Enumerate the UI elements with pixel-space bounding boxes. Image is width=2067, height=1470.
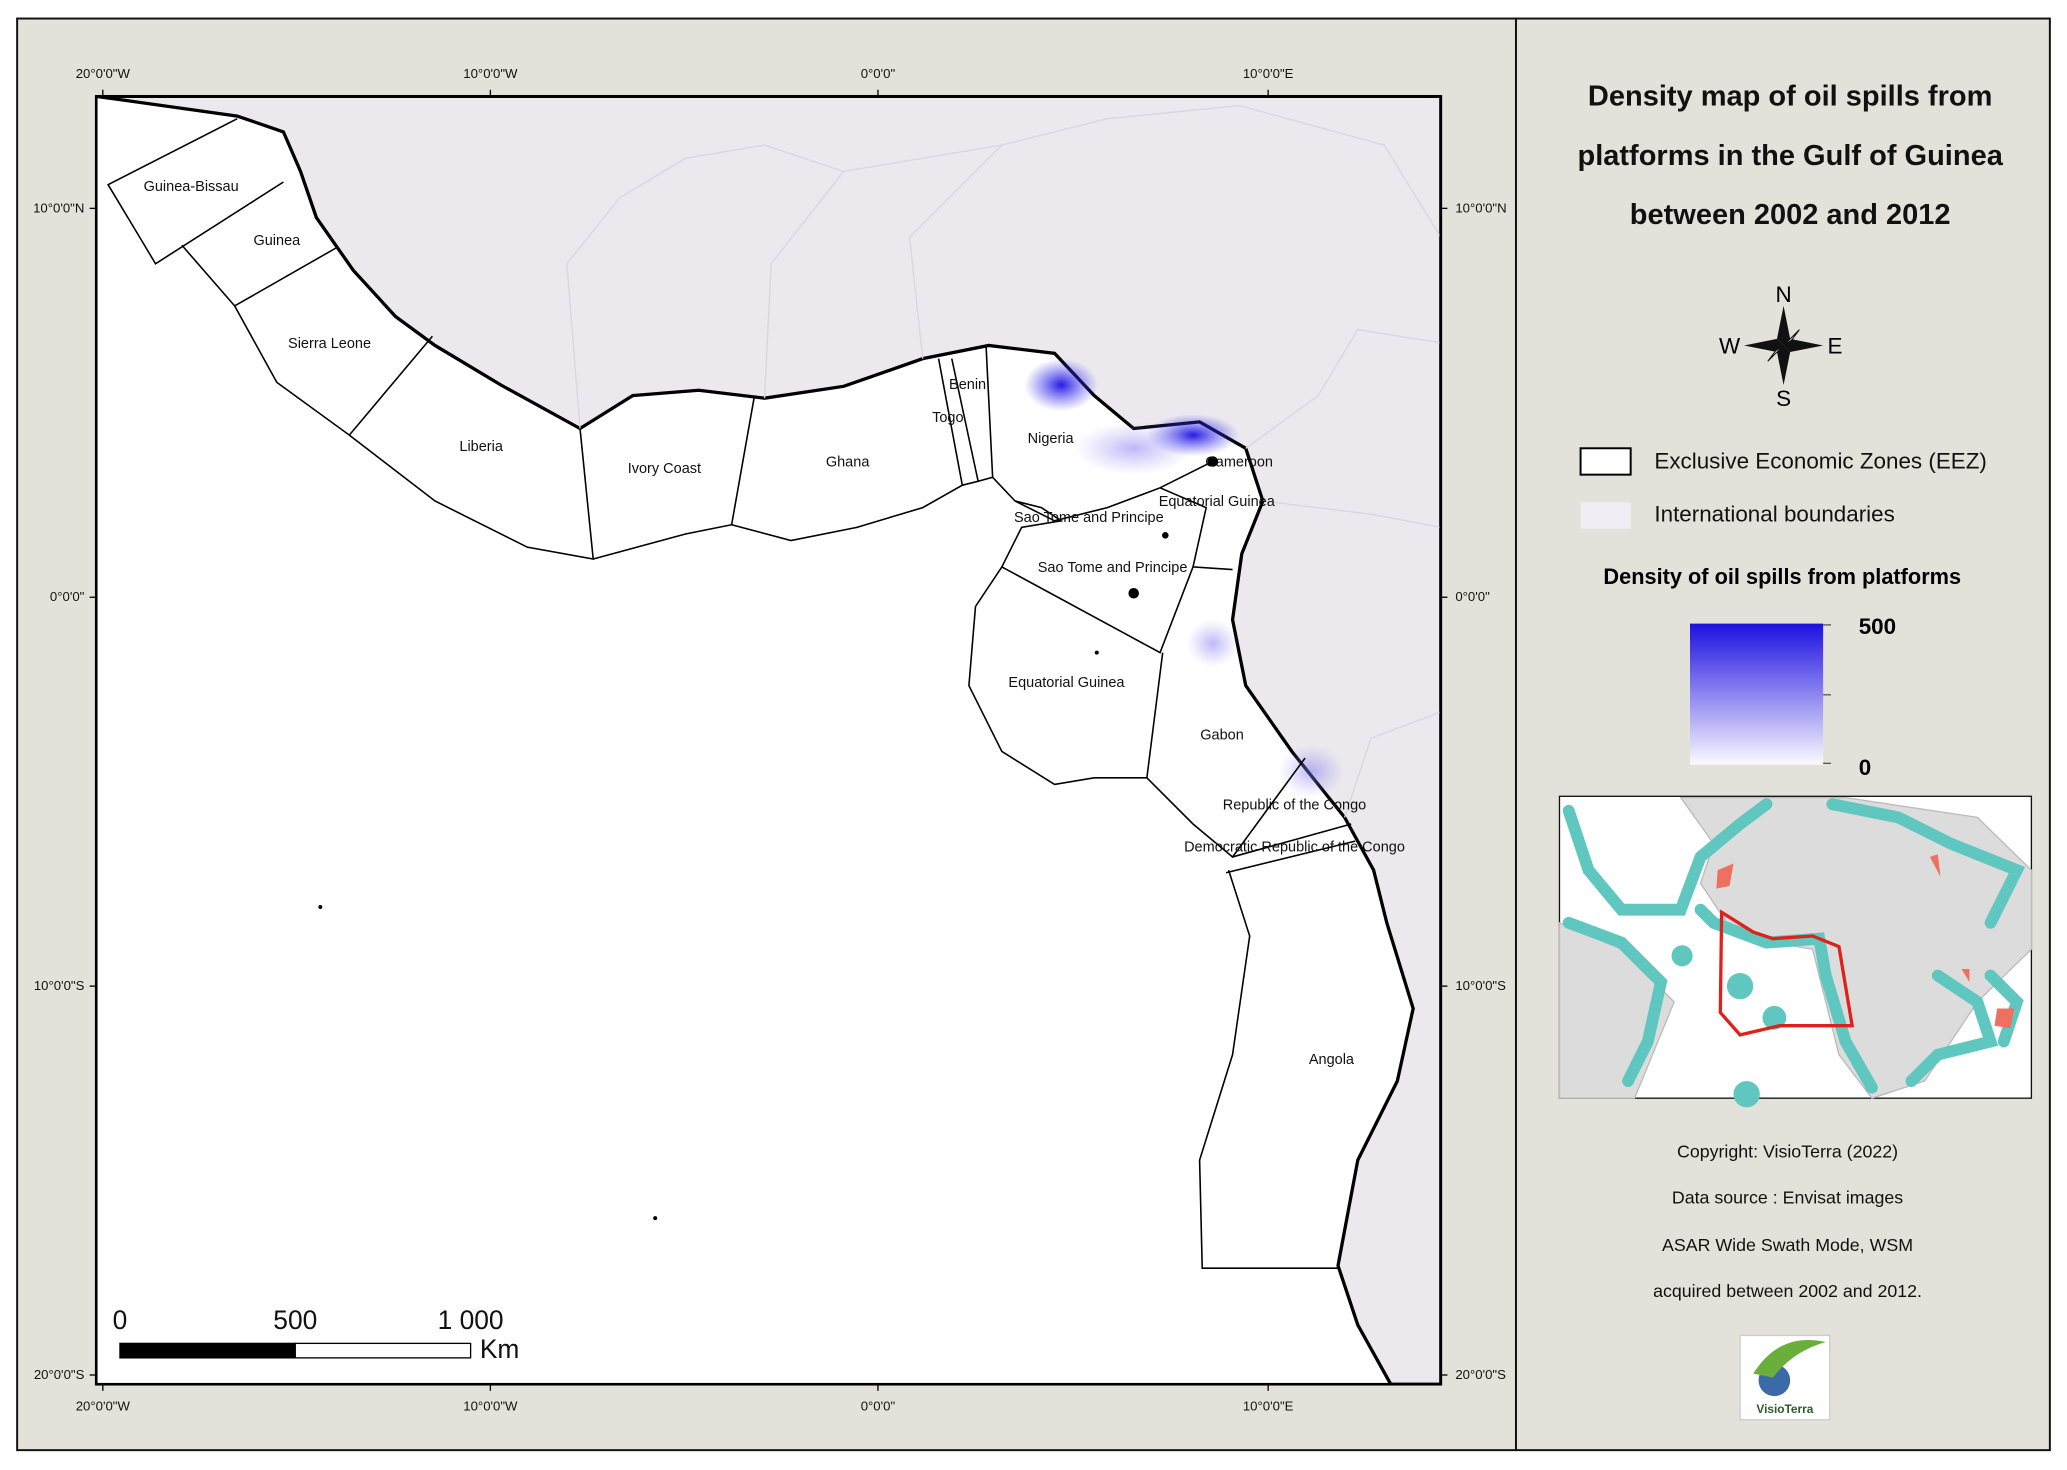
- y-tick-label: 20°0'0"S: [1455, 1367, 1506, 1382]
- eez-label: Guinea: [253, 233, 301, 249]
- y-tick-label: 10°0'0"N: [1455, 200, 1506, 215]
- x-tick-label: 20°0'0"W: [76, 1399, 131, 1414]
- eez-label: Angola: [1309, 1052, 1355, 1068]
- compass-e: E: [1828, 333, 1843, 358]
- scale-bar: 0 500 1 000 Km: [113, 1305, 520, 1364]
- x-tick-label: 10°0'0"W: [463, 1399, 518, 1414]
- eez-boundaries: [106, 118, 1356, 1270]
- credit-line: acquired between 2002 and 2012.: [1653, 1281, 1922, 1301]
- compass: N S E W: [1719, 282, 1843, 411]
- x-tick-label: 20°0'0"W: [76, 66, 131, 81]
- eez-label: Equatorial Guinea: [1159, 494, 1276, 510]
- title-line: Density map of oil spills from: [1588, 81, 1992, 113]
- eez-label: Ivory Coast: [628, 461, 701, 477]
- y-tick-label: 0°0'0": [1455, 589, 1490, 604]
- ramp-ticks: [1823, 624, 1832, 765]
- scale-unit: Km: [480, 1334, 520, 1364]
- eez-label: Sao Tome and Principe: [1014, 510, 1164, 526]
- x-tick-label: 0°0'0": [861, 66, 896, 81]
- eez-label: Sao Tome and Principe: [1038, 560, 1188, 576]
- compass-s: S: [1776, 386, 1791, 411]
- scale-label: 1 000: [438, 1305, 504, 1335]
- eez-label: Nigeria: [1028, 431, 1075, 447]
- compass-w: W: [1719, 333, 1741, 358]
- y-tick-label: 10°0'0"N: [33, 200, 84, 215]
- x-tick-label: 10°0'0"E: [1243, 66, 1294, 81]
- density-ramp: [1689, 623, 1824, 765]
- scale-label: 500: [273, 1305, 317, 1335]
- eez-label: Liberia: [459, 439, 503, 455]
- logo: VisioTerra: [1739, 1334, 1831, 1421]
- y-tick-label: 10°0'0"S: [34, 978, 85, 993]
- eez-label: Republic of the Congo: [1223, 797, 1366, 813]
- logo-text: VisioTerra: [1756, 1402, 1813, 1416]
- y-tick-label: 0°0'0": [50, 589, 85, 604]
- scale-label: 0: [113, 1305, 128, 1335]
- legend-swatch-boundaries: [1580, 502, 1631, 529]
- map-body: Guinea-Bissau Guinea Sierra Leone Liberia Iv…: [96, 96, 1441, 1385]
- x-tick-label: 10°0'0"E: [1243, 1399, 1294, 1414]
- credit-line: ASAR Wide Swath Mode, WSM: [1662, 1235, 1913, 1255]
- eez-label: Guinea-Bissau: [144, 179, 239, 195]
- x-tick-label: 10°0'0"W: [463, 66, 518, 81]
- eez-label: Benin: [949, 377, 986, 393]
- legend-label: International boundaries: [1654, 501, 1894, 526]
- compass-n: N: [1775, 282, 1791, 307]
- eez-label: Ghana: [826, 455, 870, 471]
- international-boundaries: [566, 104, 1441, 818]
- eez-label: Cameroon: [1205, 455, 1273, 471]
- density-title: Density of oil spills from platforms: [1603, 564, 1961, 589]
- eez-label: Togo: [932, 410, 963, 426]
- y-tick-label: 20°0'0"S: [34, 1367, 85, 1382]
- y-tick-label: 10°0'0"S: [1455, 978, 1506, 993]
- density-max: 500: [1859, 614, 1896, 639]
- title-line: platforms in the Gulf of Guinea: [1577, 140, 2003, 172]
- credit-line: Data source : Envisat images: [1672, 1188, 1903, 1208]
- density-hotspot: [1024, 358, 1099, 412]
- density-area: [1074, 421, 1194, 475]
- eez-label: Equatorial Guinea: [1008, 675, 1125, 691]
- density-area: [1186, 619, 1240, 668]
- legend-swatch-eez: [1579, 447, 1632, 476]
- density-min: 0: [1859, 755, 1871, 780]
- density-area: [1278, 744, 1345, 798]
- eez-label: Democratic Republic of the Congo: [1184, 840, 1405, 856]
- inset-map: [1558, 795, 2033, 1108]
- legend-label: Exclusive Economic Zones (EEZ): [1654, 449, 1986, 474]
- eez-label: Gabon: [1200, 727, 1244, 743]
- x-tick-label: 0°0'0": [861, 1399, 896, 1414]
- islands: [318, 456, 1219, 1221]
- eez-label: Sierra Leone: [288, 336, 371, 352]
- map-frame: [94, 94, 1443, 1386]
- credit-line: Copyright: VisioTerra (2022): [1677, 1141, 1898, 1161]
- title-line: between 2002 and 2012: [1630, 199, 1951, 231]
